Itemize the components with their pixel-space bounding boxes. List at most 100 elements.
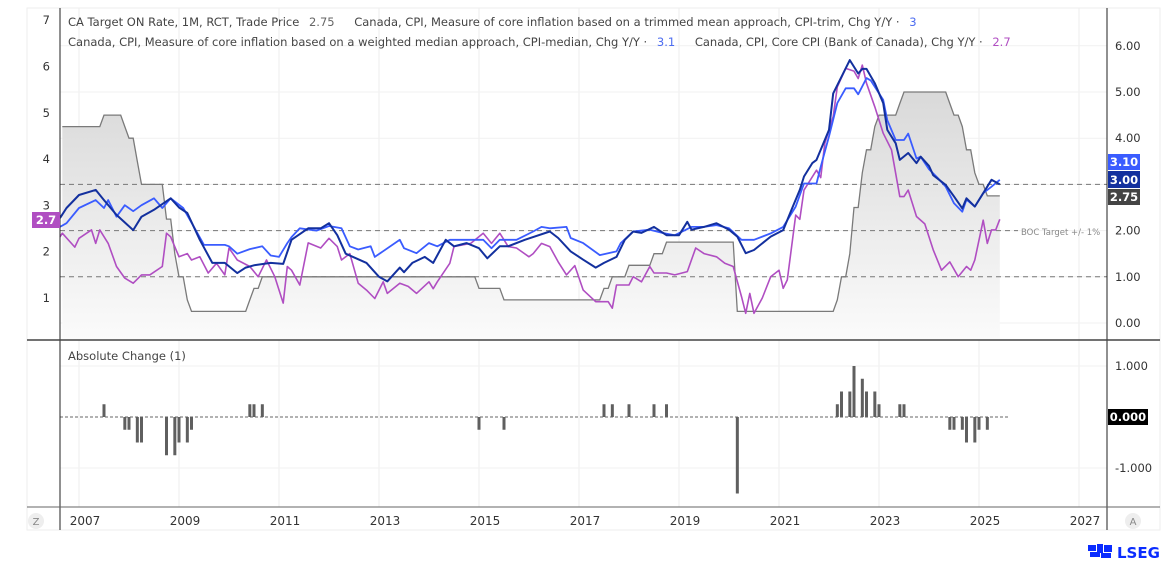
change-bar [860,378,864,417]
change-bar [965,417,968,443]
left-y-tick-label: 5 [43,106,50,120]
change-bar [477,417,481,430]
x-tick-label: 2011 [270,514,301,528]
right-y-tick-label: 4.00 [1115,131,1141,145]
change-bar [948,417,952,430]
lower-y-tick-label: 1.000 [1115,359,1148,373]
reference-lines [60,183,1107,278]
change-bar [665,404,668,417]
change-bar [627,404,631,417]
policy-rate-line [62,91,1000,313]
change-bar [952,417,956,430]
legend-trim-label: Canada, CPI, Measure of core inflation b… [354,15,899,29]
zoom-reset-button[interactable]: Z [28,513,44,529]
left-y-tick-label: 2 [43,245,50,259]
axis-ticks: 2007 2009 2011 2013 2015 2017 2019 2021 2023 2025… [43,13,1152,528]
change-bar [610,404,614,417]
svg-text:2.7: 2.7 [36,213,56,227]
change-bar [123,417,127,430]
change-bar [865,391,868,417]
x-tick-label: 2023 [870,514,901,528]
change-bar [835,404,839,417]
change-bar [252,404,256,417]
change-bar [165,417,168,456]
series-lines [59,59,1001,315]
change-bar [185,417,189,443]
change-bar [248,404,252,417]
median-cpi-line [59,77,1001,258]
badge-median: 3.10 [1108,154,1140,170]
legend-policy-value: 2.75 [309,15,335,29]
left-y-tick-label: 1 [43,291,50,305]
legend-policy-label: CA Target ON Rate, 1M, RCT, Trade Price [68,15,299,29]
svg-text:2.75: 2.75 [1110,190,1138,204]
change-bar [140,417,143,443]
svg-text:3.10: 3.10 [1110,155,1138,169]
change-bar [873,391,877,417]
lower-panel-title: Absolute Change (1) [68,349,186,363]
lower-y-tick-label: -1.000 [1115,461,1152,475]
change-bar [877,404,881,417]
change-bar [960,417,964,430]
change-bar [902,404,906,417]
lion-emblem-icon [1088,544,1112,558]
left-y-tick-label: 7 [43,13,50,27]
badge-lower-zero: 0.000 [1108,409,1148,425]
legend-core-label: Canada, CPI, Core CPI (Bank of Canada), … [695,35,983,49]
change-bars [60,366,1009,494]
left-y-tick-label: 4 [43,152,50,166]
badge-policy: 2.75 [1108,189,1140,205]
trim-cpi-line [59,59,1001,283]
legend-trim-value: 3 [909,15,916,29]
auto-scale-button[interactable]: A [1125,513,1141,529]
change-bar [173,417,177,456]
change-bar [127,417,131,430]
x-tick-label: 2019 [670,514,701,528]
right-y-tick-label: 5.00 [1115,85,1141,99]
left-y-tick-label: 3 [43,198,50,212]
svg-text:LSEG: LSEG [1117,544,1160,562]
x-tick-label: 2015 [470,514,501,528]
lseg-logo: LSEG [1088,544,1160,562]
change-bar [260,404,264,417]
change-bar [652,404,656,417]
change-bar [848,391,852,417]
left-y-tick-label: 6 [43,60,50,74]
change-bar [985,417,989,430]
change-bar [177,417,181,443]
change-bar [840,391,843,417]
change-bar [102,404,106,417]
legend-median-label: Canada, CPI, Measure of core inflation b… [68,35,647,49]
legend-core-value: 2.7 [992,35,1010,49]
svg-text:Z: Z [33,517,40,528]
reference-label: BOC Target +/- 1% [1021,228,1100,238]
right-y-tick-label: 6.00 [1115,39,1141,53]
right-y-tick-label: 0.00 [1115,316,1141,330]
x-tick-label: 2021 [770,514,801,528]
svg-text:3.00: 3.00 [1110,173,1138,187]
change-bar [852,366,856,417]
change-bar [190,417,193,430]
badge-core: 2.7 [32,212,60,228]
badge-trim: 3.00 [1108,171,1140,188]
legend-line-1: CA Target ON Rate, 1M, RCT, Trade Price … [68,15,917,29]
x-tick-label: 2007 [70,514,101,528]
core-cpi-line [59,64,1001,315]
change-bar [502,417,506,430]
right-y-tick-label: 2.00 [1115,224,1141,238]
x-tick-label: 2017 [570,514,601,528]
change-bar [973,417,977,443]
legend-median-value: 3.1 [657,35,675,49]
x-tick-label: 2027 [1070,514,1101,528]
legend-line-2: Canada, CPI, Measure of core inflation b… [68,35,1011,49]
right-y-tick-label: 1.00 [1115,270,1141,284]
change-bar [135,417,139,443]
x-tick-label: 2025 [970,514,1001,528]
change-bar [602,404,606,417]
x-tick-label: 2009 [170,514,201,528]
change-bar [735,417,739,494]
x-tick-label: 2013 [370,514,401,528]
svg-text:0.000: 0.000 [1110,410,1146,424]
change-bar [898,404,902,417]
svg-text:A: A [1130,517,1137,528]
